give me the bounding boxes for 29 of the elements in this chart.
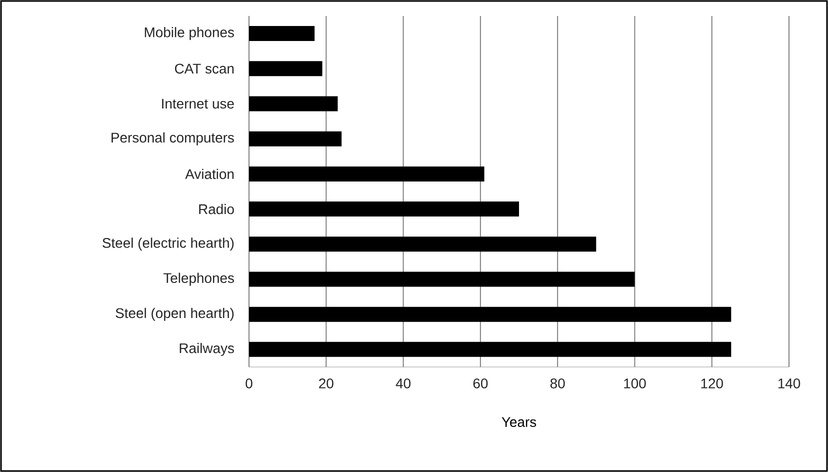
bar	[249, 202, 520, 217]
y-tick-label: Aviation	[185, 168, 234, 180]
bar	[249, 96, 338, 112]
bar	[249, 306, 732, 322]
x-tick-label: 100	[624, 378, 646, 388]
y-tick-label: CAT scan	[174, 64, 234, 74]
y-tick-label: Personal computers	[112, 132, 234, 146]
x-tick-label: 80	[550, 378, 565, 388]
x-tick-label: 0	[246, 378, 252, 388]
bar	[249, 272, 635, 287]
y-tick-label: Mobile phones	[144, 27, 234, 40]
bar	[249, 131, 342, 146]
y-tick-label: Radio	[199, 204, 234, 214]
x-tick-label: 120	[701, 378, 723, 388]
x-tick-label: 60	[473, 378, 488, 388]
y-tick-label: Railways	[180, 342, 234, 356]
x-tick-label: 20	[319, 378, 334, 388]
y-tick-label: Steel (electric hearth)	[102, 238, 234, 251]
x-tick-label: 40	[396, 378, 411, 388]
x-tick-label: 140	[778, 378, 800, 388]
y-tick-label: Internet use	[162, 98, 234, 109]
bar	[249, 236, 596, 252]
bar	[249, 61, 322, 76]
bar	[249, 342, 732, 357]
y-tick-label: Telephones	[163, 272, 234, 286]
bar	[249, 26, 315, 42]
x-axis-title: Years	[502, 417, 536, 427]
bar	[249, 166, 484, 182]
y-tick-label: Steel (open hearth)	[116, 308, 234, 321]
